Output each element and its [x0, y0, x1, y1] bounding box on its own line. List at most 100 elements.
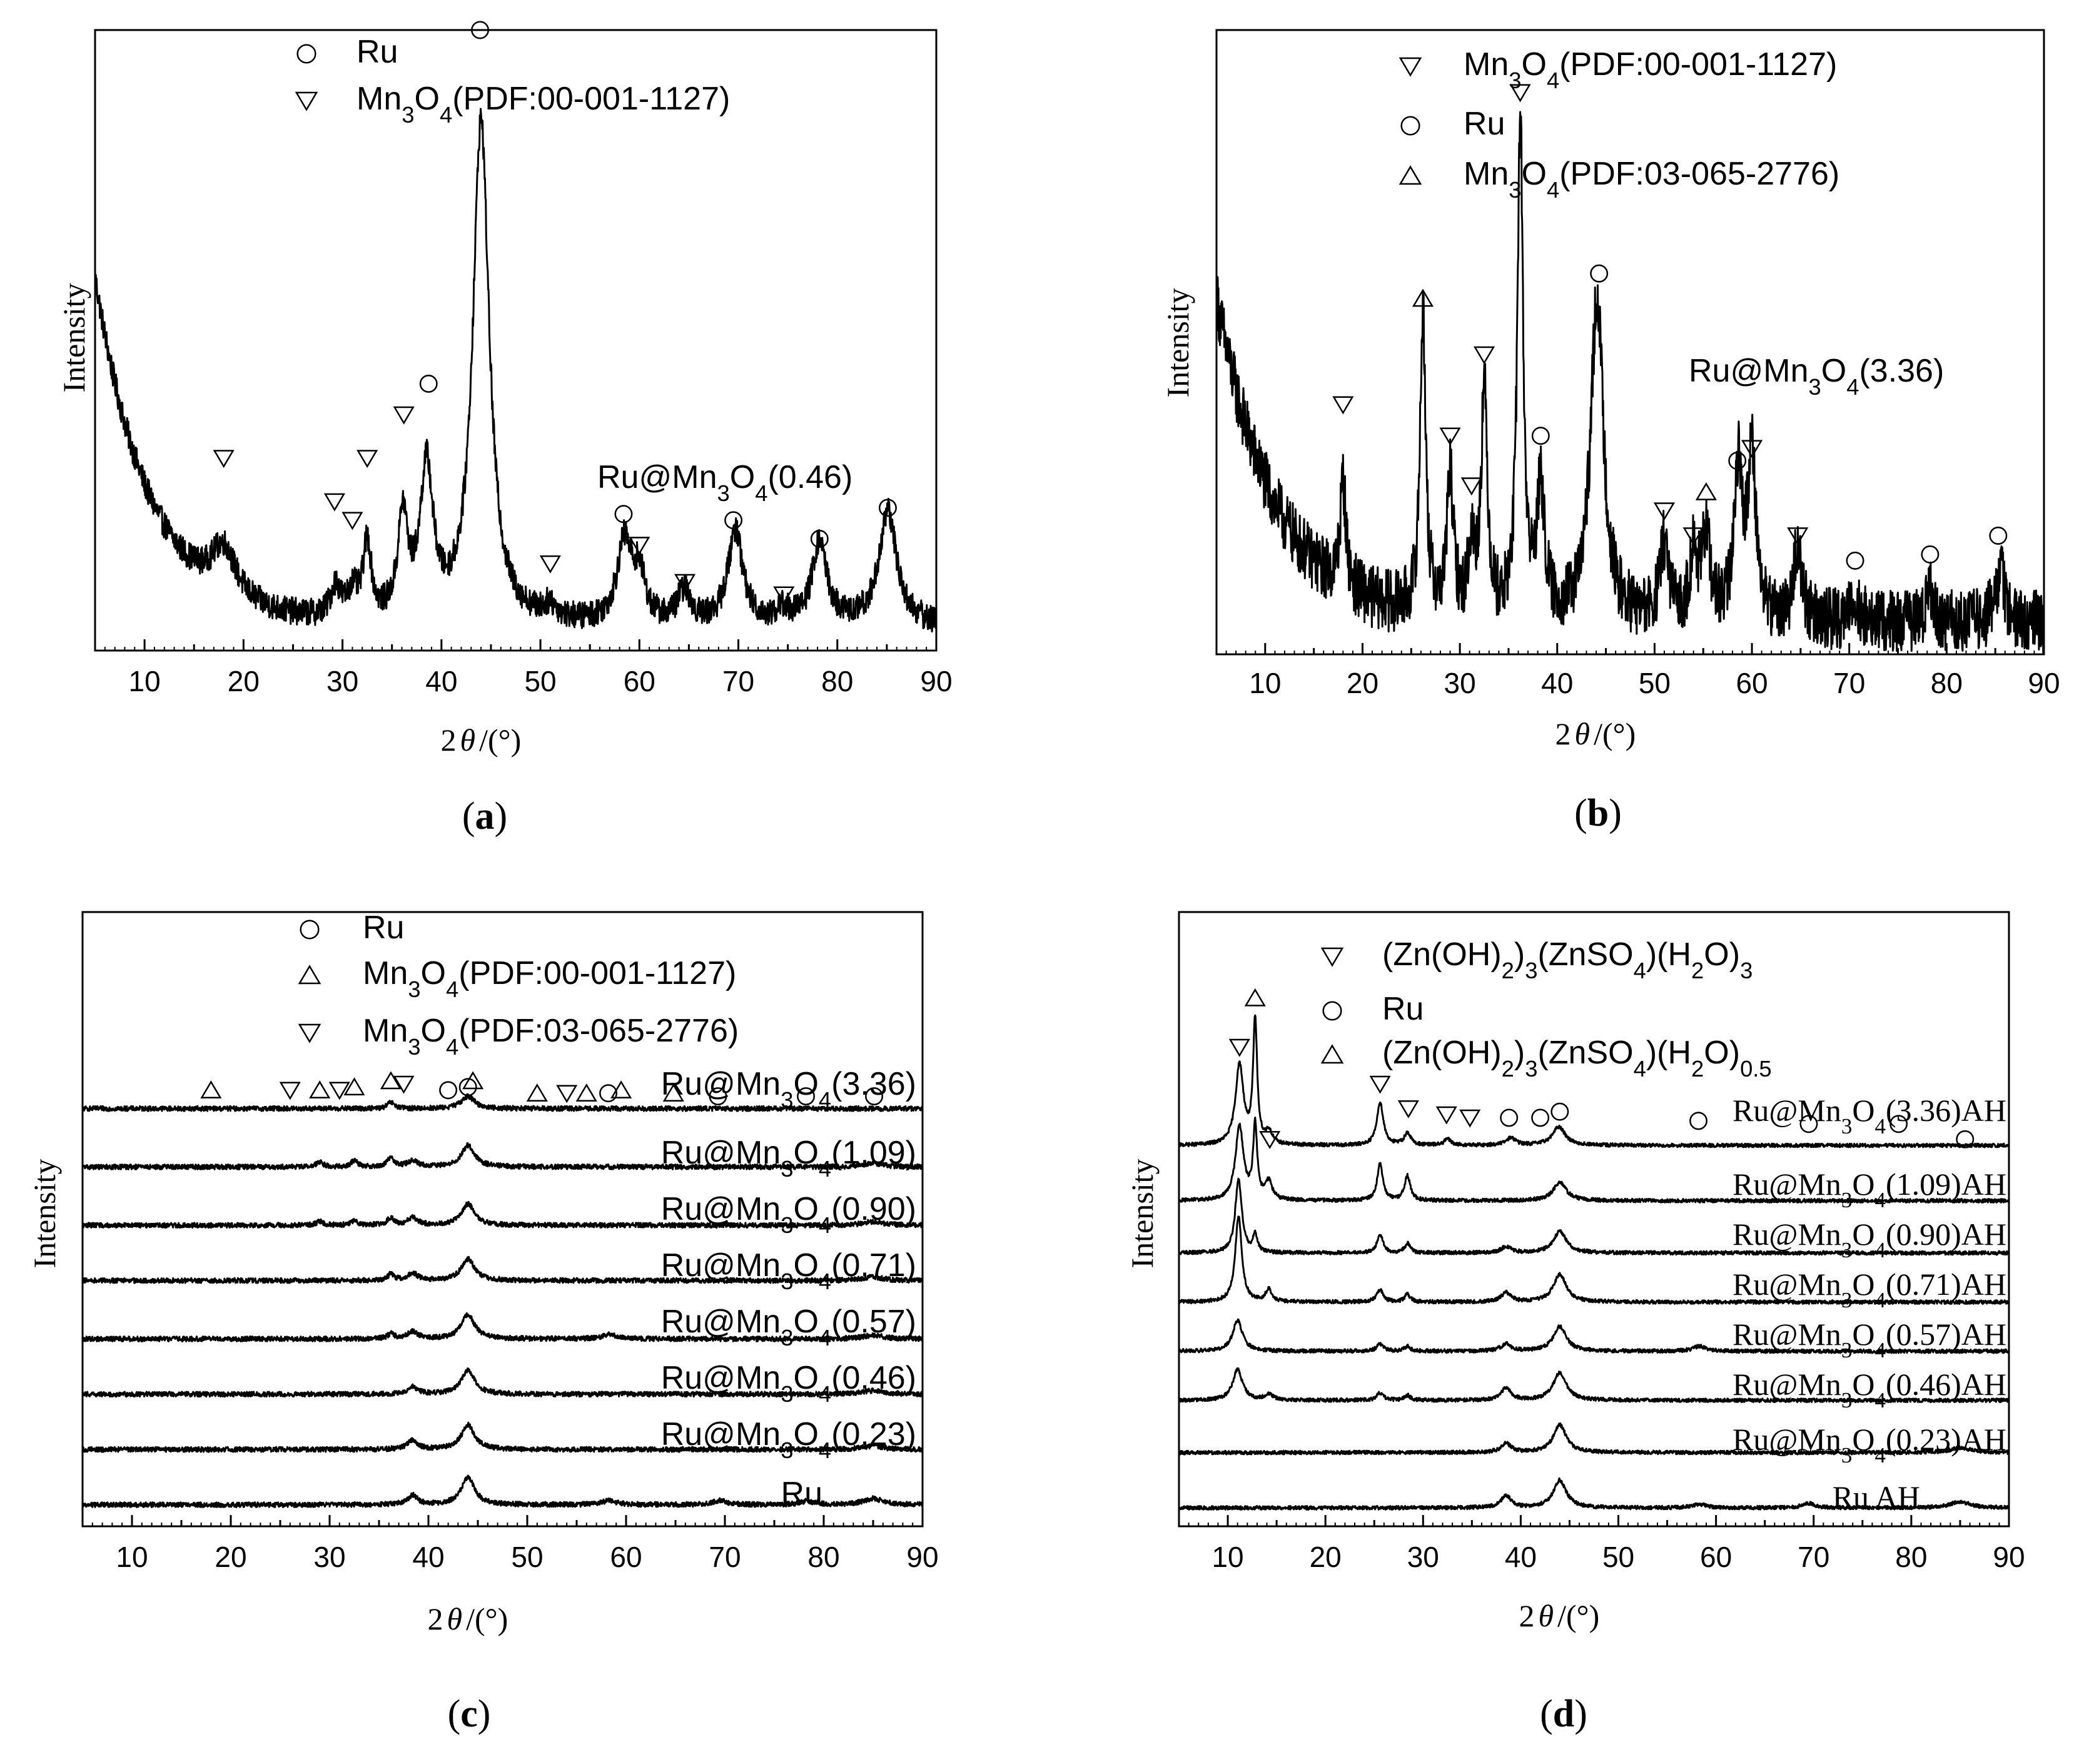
peak-2-triangle-up-marker	[309, 1080, 331, 1099]
series-label-7-text-part: (0.23)AH	[1886, 1422, 2006, 1457]
x-tick-label: 70	[722, 665, 754, 697]
legend-1-triangle-down-marker	[1399, 57, 1422, 77]
legend-entry-1-subscript: 2	[1502, 958, 1514, 983]
series-label-5-text-part: O	[1852, 1317, 1874, 1352]
series-label-5-text-part: (0.57)	[831, 1304, 916, 1340]
x-axis-label-theta: θ	[1575, 716, 1591, 751]
x-tick-label: 10	[1211, 1541, 1243, 1573]
caption-open: (	[448, 1693, 461, 1735]
series-label-3-text-part: O	[793, 1191, 818, 1227]
series-line-7	[1178, 1422, 2010, 1456]
peak-12-circle-marker	[1799, 1115, 1818, 1133]
sample-label-1-text-part: (0.46)	[767, 459, 852, 495]
legend-entry-1-text-part: Mn	[1464, 46, 1509, 83]
sample-label-1-subscript: 3	[1809, 374, 1821, 400]
caption-close: )	[1609, 792, 1622, 834]
panel-c: 10 20 30 40 50 60 70 80 902 θ/(°)IntensityRuMn3O4…	[27, 910, 939, 1735]
legend-entry-3-subscript: 2	[1502, 1056, 1514, 1082]
x-axis-label-unit: /(°)	[1594, 716, 1636, 751]
x-axis-label-text-part: 2	[441, 722, 457, 758]
legend-entry-3-text-part: (Zn(OH)	[1382, 1035, 1502, 1071]
legend-entry-3-subscript: 4	[1547, 177, 1559, 203]
x-axis-label-unit: /(°)	[1557, 1598, 1599, 1633]
peak-3-circle-marker	[614, 505, 633, 524]
series-label-6: Ru@Mn3O4(0.46)AH	[1732, 1367, 2006, 1412]
x-tick-label: 80	[821, 665, 853, 697]
legend-entry-1: (Zn(OH)2)3(ZnSO4)(H2O)3	[1382, 936, 1753, 983]
peak-4-triangle-down-marker	[1369, 1075, 1391, 1094]
x-axis-label-unit: /(°)	[466, 1601, 508, 1636]
legend-entry-2: Mn3O4(PDF:00-001-1127)	[357, 81, 730, 128]
series-label-5: Ru@Mn3O4(0.57)AH	[1732, 1317, 2006, 1362]
series-label-6-text-part: (0.46)AH	[1886, 1367, 2006, 1402]
series-line-1	[1215, 111, 2045, 654]
legend-entry-1-text-part: Ru	[363, 910, 404, 946]
legend-entry-2-subscript: 4	[446, 976, 458, 1002]
series-line-3	[81, 1200, 924, 1229]
x-axis-label: 2 θ/(°)	[1555, 716, 1636, 751]
peak-14-circle-marker	[439, 1081, 458, 1100]
legend-3-triangle-up-marker	[1320, 1044, 1344, 1064]
peak-6-triangle-down-marker	[1653, 502, 1676, 521]
series-label-4-text-part: O	[793, 1247, 818, 1284]
x-tick-label: 80	[1931, 667, 1963, 699]
panel-d: 10 20 30 40 50 60 70 80 902 θ/(°)Intensity(Zn(OH)…	[1125, 911, 2025, 1735]
series-label-4: Ru@Mn3O4(0.71)AH	[1732, 1267, 2006, 1312]
sample-label-1-text-part: O	[730, 459, 755, 495]
series-label-5-text-part: (0.57)AH	[1886, 1317, 2006, 1352]
x-tick-label: 70	[709, 1541, 741, 1573]
series-label-2-subscript: 4	[819, 1156, 831, 1182]
legend-entry-1-subscript: 4	[1634, 958, 1646, 983]
peak-10-triangle-down-marker	[279, 1082, 301, 1100]
legend-entry-2-text-part: O	[421, 955, 446, 991]
legend-entry-1-text-part: Ru	[357, 34, 398, 70]
peak-2-circle-marker	[419, 374, 438, 393]
y-axis-label: Intensity	[1160, 288, 1195, 398]
legend-2-triangle-up-marker	[298, 965, 321, 985]
panel-a: 10 20 30 40 50 60 70 80 902 θ/(°)IntensityRuMn3O4…	[56, 21, 953, 838]
series-label-1-text-part: O	[1852, 1093, 1874, 1128]
series-label-7-subscript: 3	[1841, 1443, 1853, 1467]
legend-entry-1-text-part: )	[1514, 936, 1525, 973]
x-tick-label: 20	[1347, 667, 1378, 699]
peak-13-circle-marker	[1889, 1115, 1908, 1133]
series-label-6: Ru@Mn3O4(0.46)	[661, 1360, 916, 1407]
series-label-8: Ru	[781, 1476, 822, 1512]
series-label-7-text-part: O	[1852, 1422, 1874, 1457]
legend-entry-3-text-part: (PDF:03-065-2776)	[1559, 156, 1839, 192]
series-label-1-text-part: (3.36)	[831, 1066, 916, 1102]
peak-7-triangle-down-marker	[213, 450, 235, 469]
series-label-6-subscript: 3	[781, 1381, 793, 1407]
legend-entry-3-text-part: O	[421, 1013, 446, 1049]
x-tick-label: 90	[2028, 667, 2060, 699]
series-label-5-subscript: 4	[1874, 1338, 1886, 1362]
legend-entry-2: Mn3O4(PDF:00-001-1127)	[363, 955, 736, 1002]
series-label-7-subscript: 4	[819, 1437, 831, 1463]
peak-16-circle-marker	[599, 1084, 618, 1103]
x-tick-label: 50	[524, 665, 556, 697]
legend-entry-1-text-part: (ZnSO	[1537, 936, 1633, 973]
legend-entry-3-subscript: 3	[1509, 177, 1521, 203]
x-tick-label: 30	[326, 665, 358, 697]
peak-2-triangle-down-marker	[1228, 1038, 1250, 1057]
caption-close: )	[495, 795, 508, 838]
series-label-1-text-part: Ru@Mn	[1732, 1093, 1841, 1128]
series-label-2-subscript: 3	[781, 1156, 793, 1182]
series-label-1-text-part: O	[793, 1066, 818, 1102]
peak-3-triangle-up-marker	[343, 1077, 365, 1096]
x-tick-label: 20	[228, 665, 260, 697]
peak-15-circle-marker	[458, 1078, 477, 1097]
peak-1-triangle-up-marker	[1244, 988, 1266, 1006]
series-label-1: Ru@Mn3O4(3.36)AH	[1732, 1093, 2006, 1138]
plot-frame	[1178, 911, 2010, 1528]
series-line-8	[1178, 1477, 2010, 1511]
x-axis-label-text-part: 2	[428, 1601, 443, 1636]
peak-15-circle-marker	[1846, 551, 1864, 570]
peak-7-triangle-down-marker	[1459, 1109, 1481, 1128]
x-axis-label-unit: /(°)	[479, 722, 521, 758]
peak-6-triangle-up-marker	[526, 1083, 548, 1102]
y-axis-label: Intensity	[56, 283, 91, 393]
caption-open: (	[1574, 792, 1587, 834]
series-label-1-text-part: (3.36)AH	[1886, 1093, 2006, 1128]
sample-label-1-text-part: Ru@Mn	[1689, 353, 1809, 389]
